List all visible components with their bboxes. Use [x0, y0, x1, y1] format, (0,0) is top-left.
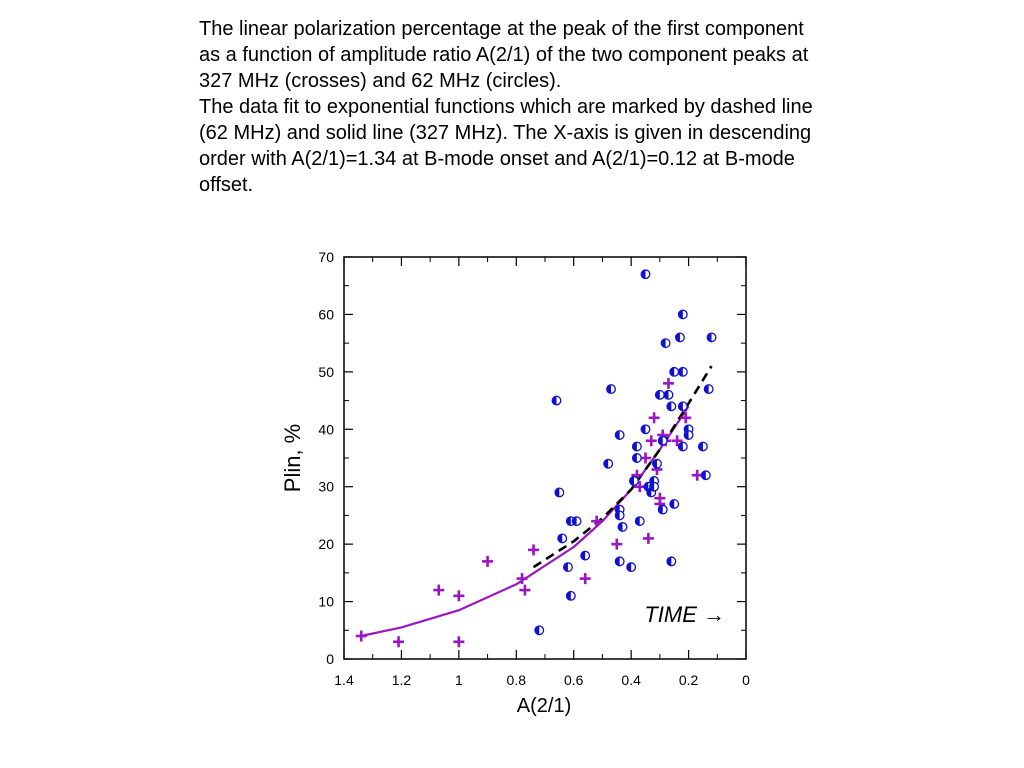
dashed-fit-line: [532, 365, 713, 569]
cross-marker: [516, 573, 528, 585]
y-tick-label: 60: [318, 306, 334, 322]
circle-marker: [697, 441, 708, 452]
circle-marker: [657, 435, 668, 446]
circle-marker: [669, 498, 680, 509]
circle-marker: [603, 458, 614, 469]
circle-marker: [551, 395, 562, 406]
circle-marker: [606, 384, 616, 395]
cross-marker: [662, 377, 674, 389]
circle-marker: [700, 470, 711, 481]
circle-marker: [554, 487, 565, 498]
circle-marker: [675, 332, 685, 343]
circle-marker: [683, 430, 694, 440]
circle-marker: [614, 556, 625, 567]
circle-marker: [534, 625, 545, 636]
x-axis-title: A(2/1): [517, 695, 571, 717]
x-tick-label: 1: [455, 672, 463, 688]
circle-marker: [580, 550, 591, 561]
y-tick-label: 20: [318, 536, 334, 552]
y-tick-label: 70: [318, 249, 334, 265]
cross-marker: [355, 630, 367, 642]
cross-marker: [579, 573, 591, 585]
data-markers: [355, 269, 717, 648]
circle-marker: [614, 510, 625, 521]
x-tick-label: 1.2: [392, 672, 412, 688]
cross-marker: [642, 532, 654, 544]
circle-marker: [649, 481, 660, 492]
x-tick-label: 0.6: [564, 672, 584, 688]
circle-marker: [677, 401, 688, 412]
cross-marker: [591, 515, 603, 527]
cross-marker: [528, 544, 540, 556]
circle-marker: [663, 389, 674, 400]
circle-marker: [626, 562, 637, 573]
y-axis-title: Plin, %: [280, 424, 305, 492]
cross-marker: [482, 555, 494, 567]
circle-marker: [677, 309, 688, 320]
x-tick-label: 0: [742, 672, 750, 688]
axis-labels: 1.4 1.2 1 0.8 0.6 0.4 0.2 0 0 10 20 30 40 50 60 70: [318, 249, 750, 688]
x-tick-label: 1.4: [334, 672, 354, 688]
circle-marker: [677, 366, 688, 377]
circle-marker: [563, 562, 573, 573]
cross-marker: [453, 590, 465, 602]
circle-marker: [557, 533, 568, 544]
cross-marker: [671, 435, 683, 447]
circle-marker: [631, 441, 642, 452]
circle-marker: [703, 384, 714, 395]
circle-marker: [654, 389, 665, 400]
circle-marker: [706, 332, 717, 343]
circle-marker: [677, 441, 688, 452]
cross-marker: [519, 584, 531, 596]
circle-marker: [666, 556, 677, 567]
y-tick-label: 50: [318, 364, 334, 380]
cross-marker: [645, 435, 657, 447]
circle-marker: [666, 401, 677, 412]
circle-marker: [652, 458, 662, 469]
axis-ticks: [343, 256, 747, 660]
caption-paragraph-1: The linear polarization percentage at th…: [199, 18, 809, 92]
time-annotation: TIME →: [644, 602, 725, 627]
y-tick-label: 40: [318, 421, 334, 437]
caption-paragraph-2: The data fit to exponential functions wh…: [199, 96, 813, 196]
fit-curves: [360, 365, 713, 638]
circle-marker: [617, 521, 628, 532]
circle-marker: [640, 424, 651, 435]
circle-marker: [629, 476, 639, 486]
circle-marker: [631, 453, 642, 463]
y-tick-label: 30: [318, 479, 334, 495]
y-tick-label: 10: [318, 594, 334, 610]
cross-marker: [393, 636, 405, 648]
cross-marker: [433, 584, 445, 596]
circle-marker: [669, 366, 680, 377]
cross-marker: [680, 412, 692, 424]
x-tick-label: 0.8: [507, 672, 527, 688]
circle-marker: [657, 504, 668, 515]
cross-marker: [648, 412, 660, 424]
circle-marker: [640, 269, 651, 280]
x-tick-label: 0.2: [679, 672, 699, 688]
cross-marker: [453, 636, 465, 648]
circle-marker: [660, 338, 671, 349]
circle-marker: [634, 516, 645, 527]
circle-marker: [614, 430, 625, 440]
cross-marker: [611, 538, 623, 550]
circle-marker: [565, 590, 576, 601]
x-tick-label: 0.4: [621, 672, 641, 688]
figure-caption: The linear polarization percentage at th…: [199, 16, 819, 198]
circle-marker: [571, 516, 582, 527]
y-tick-label: 0: [326, 651, 334, 667]
